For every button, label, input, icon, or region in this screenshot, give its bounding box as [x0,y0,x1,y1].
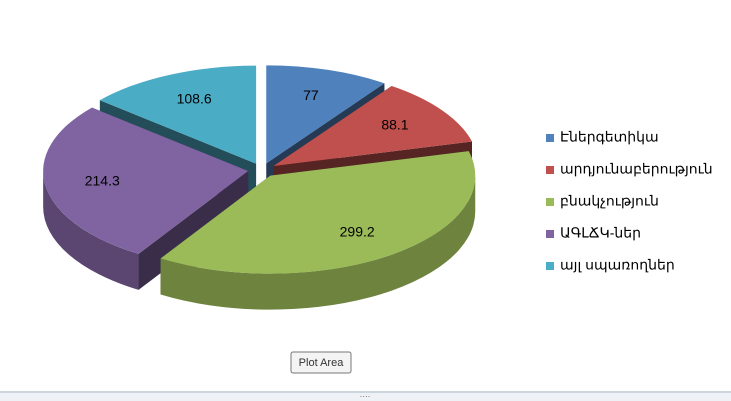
slice [266,65,385,164]
slice-side [160,175,476,310]
pie: 77 88.1 299.2 214.3 108.6 [43,65,476,310]
data-label: 214.3 [85,172,120,188]
data-label: 108.6 [177,90,212,106]
tooltip: Plot Area [299,357,345,369]
slice [273,85,472,167]
legend-swatch [546,166,554,174]
tooltip-box [290,351,352,374]
grip: ···· [360,392,371,401]
legend-swatch [546,262,554,270]
legend-label: արդյունաբերություն [560,161,713,177]
slice [43,107,249,254]
legend-label: այլ սպառողներ [560,257,675,273]
legend-swatch [546,230,554,238]
scrollbar [0,393,731,401]
data-label: 299.2 [340,223,375,239]
legend-swatch [546,134,554,142]
legend-label: ԱԳԼՃԿ-ներ [560,225,641,241]
legend-label: բնակչություն [560,193,659,209]
slice-side [43,171,139,290]
legend: Էներգետիկա արդյունաբերություն բնակչություն… [546,129,713,273]
slice [160,151,476,274]
data-label: 88.1 [381,117,408,133]
legend-swatch [546,198,554,206]
slice [99,65,257,164]
data-label: 77 [303,87,319,103]
legend-label: Էներգետիկա [560,129,659,145]
